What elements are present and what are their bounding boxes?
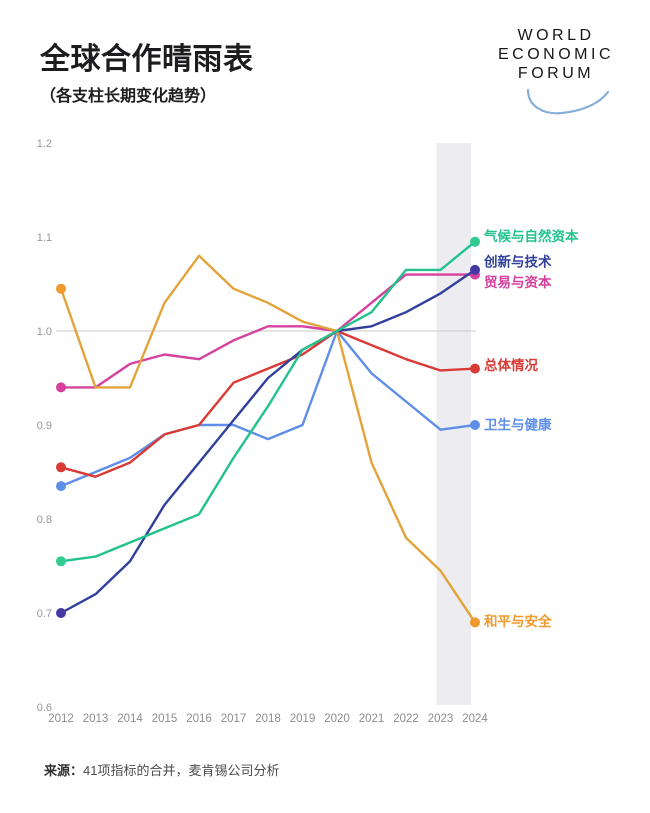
y-axis-tick-label: 0.7: [37, 608, 52, 620]
page-title: 全球合作晴雨表: [40, 43, 254, 76]
y-axis-tick-label: 1.1: [37, 232, 52, 244]
series-end-dot-overall: [470, 363, 480, 374]
series-label-overall: 总体情况: [484, 357, 538, 373]
series-start-dot-overall: [56, 462, 66, 473]
y-axis-tick-label: 0.8: [37, 514, 52, 526]
x-axis-tick-label: 2013: [83, 713, 109, 725]
series-line-health: [59, 329, 477, 488]
x-axis-tick-label: 2020: [324, 713, 350, 725]
series-start-dot-health: [56, 481, 66, 492]
wef-logo-line-2: ECONOMIC: [498, 46, 614, 63]
series-end-dot-peace: [470, 617, 480, 628]
x-axis-tick-label: 2017: [221, 713, 247, 725]
wef-logo-line-3: FORUM: [517, 65, 595, 82]
series-line-climate: [59, 240, 477, 563]
x-axis-tick-label: 2019: [290, 713, 316, 725]
series-end-dot-climate: [470, 236, 480, 247]
x-axis-tick-label: 2018: [255, 713, 281, 725]
x-axis-tick-label: 2014: [117, 713, 143, 725]
series-line-trade: [59, 273, 477, 389]
series-line-innovation: [59, 268, 477, 615]
series-start-dot-innovation: [56, 608, 66, 618]
y-axis-tick-label: 1.0: [37, 326, 52, 338]
series-label-health: 卫生与健康: [484, 417, 552, 433]
x-axis-tick-label: 2021: [359, 713, 385, 725]
source-text: 41项指标的合并，麦肯锡公司分析: [83, 763, 280, 778]
series-label-innovation: 创新与技术: [483, 253, 552, 269]
series-label-trade: 贸易与资本: [484, 274, 552, 290]
y-axis-tick-label: 1.2: [37, 138, 52, 150]
series-line-overall: [59, 329, 477, 478]
series-label-climate: 气候与自然资本: [483, 228, 579, 244]
series-start-dot-trade: [56, 382, 66, 393]
page-subtitle: （各支柱长期变化趋势）: [40, 88, 217, 105]
wef-logo-line-1: WORLD: [517, 27, 595, 44]
series-line-peace: [59, 254, 477, 624]
x-axis-tick-label: 2012: [48, 713, 74, 725]
x-axis-tick-label: 2016: [186, 713, 212, 725]
series-start-dot-climate: [56, 556, 66, 567]
y-axis-tick-label: 0.6: [37, 702, 52, 714]
series-end-dot-innovation: [470, 264, 480, 275]
x-axis-tick-label: 2023: [428, 713, 454, 725]
series-end-dot-health: [470, 420, 480, 430]
y-axis-tick-label: 0.9: [37, 420, 52, 432]
x-axis-tick-label: 2022: [393, 713, 419, 725]
source-prefix: 来源：: [44, 763, 84, 778]
series-label-peace: 和平与安全: [484, 613, 552, 629]
x-axis-tick-label: 2015: [152, 713, 178, 725]
wef-logo: WORLD ECONOMIC FORUM: [486, 26, 626, 115]
source-note: 来源：41项指标的合并，麦肯锡公司分析: [44, 760, 279, 779]
series-start-dot-peace: [56, 283, 66, 294]
x-axis-tick-label: 2024: [462, 713, 488, 725]
wef-globe-arc-icon: [526, 88, 610, 115]
highlight-band: [436, 143, 471, 705]
